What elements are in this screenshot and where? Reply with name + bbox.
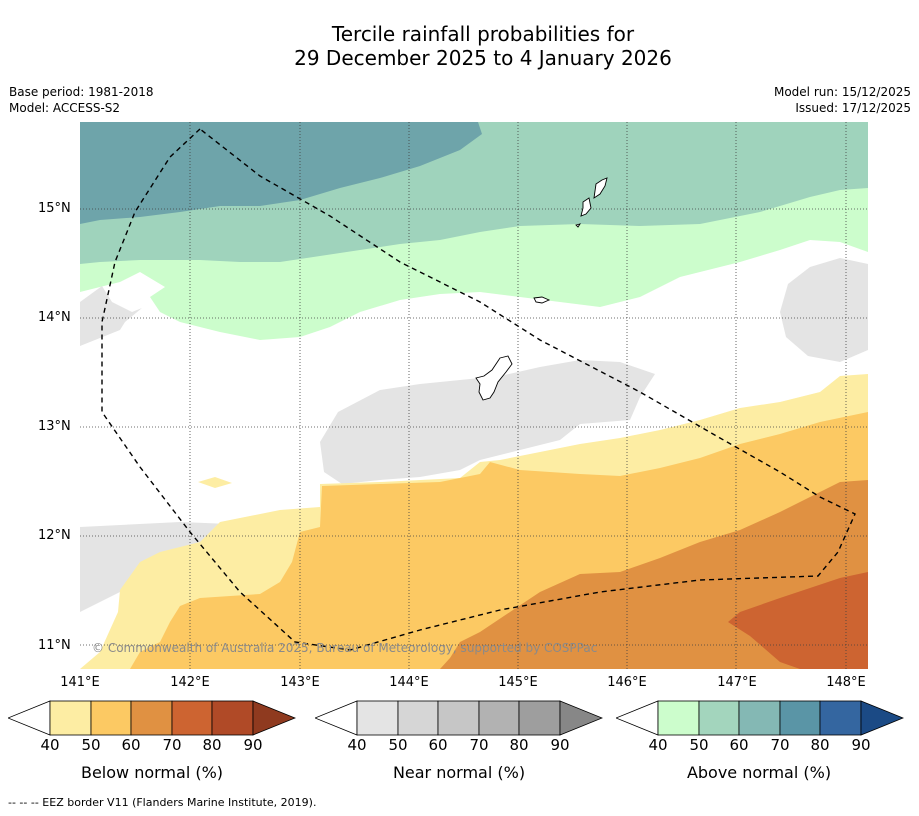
gridlines <box>80 122 868 669</box>
island-saipan <box>593 177 608 199</box>
cbar-near-lower <box>315 700 358 736</box>
near-tick-80: 80 <box>509 736 529 754</box>
cbar-below-50 <box>90 700 132 736</box>
below-tick-70: 70 <box>162 736 182 754</box>
lat-label-15: 15°N <box>38 201 71 216</box>
below-40-spot <box>198 477 232 488</box>
cbar-below-lower <box>8 700 51 736</box>
cbar-above-40 <box>657 700 700 736</box>
cbar-above-80 <box>819 700 862 736</box>
near-tick-90: 90 <box>550 736 570 754</box>
above-normal-label: Above normal (%) <box>686 763 832 782</box>
near-tick-40: 40 <box>347 736 367 754</box>
meta-left: Base period: 1981-2018 Model: ACCESS-S2 <box>9 84 154 116</box>
eez-footnote: -- -- -- EEZ border V11 (Flanders Marine… <box>8 796 317 809</box>
near-40-region-west <box>80 286 142 346</box>
cbar-near-80 <box>518 700 561 736</box>
cbar-below-60 <box>130 700 173 736</box>
model-name: Model: ACCESS-S2 <box>9 101 121 115</box>
probability-map <box>80 122 868 669</box>
near-normal-label: Near normal (%) <box>392 763 526 782</box>
cbar-near-50 <box>397 700 439 736</box>
map-title: Tercile rainfall probabilities for 29 De… <box>0 22 919 70</box>
cbar-above-lower <box>616 700 659 736</box>
lon-label-144: 144°E <box>389 675 429 690</box>
near-tick-70: 70 <box>469 736 489 754</box>
cbar-near-60 <box>437 700 480 736</box>
lon-label-142: 142°E <box>170 675 210 690</box>
below-tick-90: 90 <box>243 736 263 754</box>
below-tick-40: 40 <box>40 736 60 754</box>
title-line1: Tercile rainfall probabilities for <box>331 22 635 46</box>
cbar-above-70 <box>779 700 821 736</box>
lat-label-12: 12°N <box>38 528 71 543</box>
lon-label-143: 143°E <box>280 675 320 690</box>
colorbar-near <box>315 700 603 736</box>
island-guam <box>475 355 513 401</box>
above-tick-60: 60 <box>729 736 749 754</box>
island-rota <box>533 296 551 304</box>
cbar-near-40 <box>356 700 399 736</box>
island-aguijan <box>575 223 582 228</box>
above-tick-50: 50 <box>689 736 709 754</box>
lat-label-13: 13°N <box>38 419 71 434</box>
colorbar-below <box>8 700 296 736</box>
lon-label-145: 145°E <box>498 675 538 690</box>
cbar-near-70 <box>478 700 520 736</box>
cbar-above-60 <box>738 700 781 736</box>
cbar-below-80 <box>211 700 254 736</box>
meta-right: Model run: 15/12/2025 Issued: 17/12/2025 <box>774 84 911 116</box>
cbar-below-upper <box>252 700 296 736</box>
lat-label-11: 11°N <box>38 638 71 653</box>
cbar-below-70 <box>171 700 213 736</box>
lat-label-14: 14°N <box>38 310 71 325</box>
lon-label-141: 141°E <box>60 675 100 690</box>
issued-date: Issued: 17/12/2025 <box>795 101 911 115</box>
copyright-notice: © Commonwealth of Australia 2025, Bureau… <box>92 641 598 655</box>
base-period: Base period: 1981-2018 <box>9 85 154 99</box>
near-tick-50: 50 <box>388 736 408 754</box>
above-tick-90: 90 <box>851 736 871 754</box>
near-tick-60: 60 <box>428 736 448 754</box>
cbar-above-50 <box>698 700 740 736</box>
title-line2: 29 December 2025 to 4 January 2026 <box>294 46 672 70</box>
above-tick-70: 70 <box>770 736 790 754</box>
colorbar-above <box>616 700 904 736</box>
eez-border <box>101 128 856 651</box>
above-tick-40: 40 <box>648 736 668 754</box>
near-40-region-central <box>320 360 655 484</box>
cbar-near-upper <box>559 700 603 736</box>
below-tick-50: 50 <box>81 736 101 754</box>
below-tick-60: 60 <box>121 736 141 754</box>
cbar-below-40 <box>49 700 92 736</box>
model-run: Model run: 15/12/2025 <box>773 85 911 99</box>
below-tick-80: 80 <box>202 736 222 754</box>
lon-label-148: 148°E <box>826 675 866 690</box>
islands <box>475 177 608 401</box>
below-normal-label: Below normal (%) <box>80 763 224 782</box>
island-tinian <box>580 197 592 217</box>
above-70-region <box>80 122 482 224</box>
cbar-above-upper <box>860 700 904 736</box>
lon-label-147: 147°E <box>717 675 757 690</box>
above-tick-80: 80 <box>810 736 830 754</box>
lon-label-146: 146°E <box>607 675 647 690</box>
